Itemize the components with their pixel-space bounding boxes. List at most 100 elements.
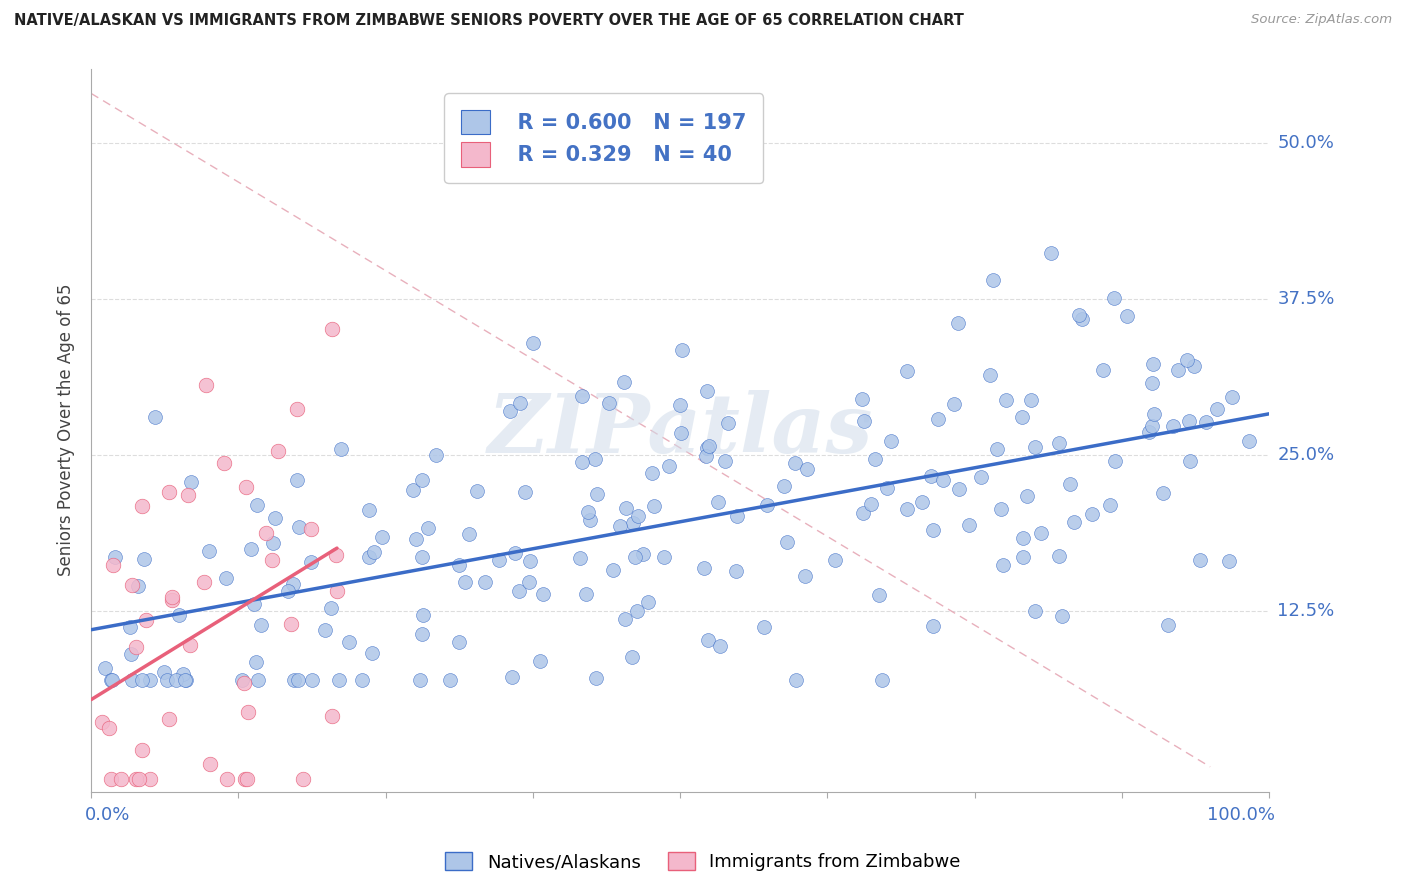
- Point: [922, 524, 945, 538]
- Point: [529, 654, 551, 668]
- Point: [852, 506, 875, 520]
- Point: [314, 624, 336, 638]
- Point: [235, 480, 257, 494]
- Point: [948, 316, 970, 330]
- Point: [162, 590, 184, 604]
- Point: [411, 550, 433, 565]
- Point: [1024, 441, 1046, 455]
- Point: [127, 580, 149, 594]
- Point: [488, 552, 510, 566]
- Point: [299, 556, 322, 570]
- Point: [911, 495, 934, 509]
- Text: 50.0%: 50.0%: [1278, 135, 1334, 153]
- Point: [501, 670, 523, 684]
- Point: [246, 498, 269, 512]
- Point: [319, 601, 342, 615]
- Point: [1167, 363, 1189, 377]
- Point: [1188, 553, 1211, 567]
- Point: [363, 545, 385, 559]
- Point: [623, 550, 645, 565]
- Point: [896, 502, 918, 516]
- Point: [411, 473, 433, 487]
- Point: [262, 536, 284, 550]
- Point: [1091, 363, 1114, 377]
- Point: [515, 485, 537, 500]
- Point: [262, 552, 284, 566]
- Point: [143, 409, 166, 424]
- Point: [100, 772, 122, 787]
- Point: [1063, 516, 1085, 530]
- Point: [97, 722, 120, 736]
- Point: [994, 392, 1017, 407]
- Point: [1047, 549, 1070, 564]
- Point: [131, 499, 153, 513]
- Point: [1161, 419, 1184, 434]
- Point: [449, 635, 471, 649]
- Point: [139, 673, 162, 687]
- Text: 37.5%: 37.5%: [1278, 290, 1334, 309]
- Y-axis label: Seniors Poverty Over the Age of 65: Seniors Poverty Over the Age of 65: [58, 284, 75, 576]
- Point: [287, 673, 309, 687]
- Point: [851, 392, 873, 406]
- Text: Source: ZipAtlas.com: Source: ZipAtlas.com: [1251, 13, 1392, 27]
- Point: [669, 398, 692, 412]
- Point: [1205, 401, 1227, 416]
- Point: [1031, 526, 1053, 541]
- Point: [121, 578, 143, 592]
- Point: [120, 647, 142, 661]
- Point: [285, 474, 308, 488]
- Point: [172, 667, 194, 681]
- Point: [948, 482, 970, 496]
- Point: [927, 411, 949, 425]
- Point: [896, 364, 918, 378]
- Point: [641, 467, 664, 481]
- Legend: Natives/Alaskans, Immigrants from Zimbabwe: Natives/Alaskans, Immigrants from Zimbab…: [439, 845, 967, 879]
- Point: [785, 456, 807, 470]
- Point: [91, 714, 114, 729]
- Point: [922, 618, 945, 632]
- Point: [1116, 309, 1139, 323]
- Legend:   R = 0.600   N = 197,   R = 0.329   N = 40: R = 0.600 N = 197, R = 0.329 N = 40: [444, 94, 762, 183]
- Point: [1039, 245, 1062, 260]
- Point: [250, 617, 273, 632]
- Text: 25.0%: 25.0%: [1278, 446, 1334, 464]
- Point: [121, 673, 143, 687]
- Point: [454, 575, 477, 590]
- Point: [138, 772, 160, 787]
- Point: [859, 497, 882, 511]
- Point: [328, 673, 350, 687]
- Point: [1012, 549, 1035, 564]
- Point: [371, 530, 394, 544]
- Point: [285, 402, 308, 417]
- Point: [194, 378, 217, 392]
- Point: [128, 772, 150, 787]
- Point: [411, 627, 433, 641]
- Point: [301, 673, 323, 687]
- Point: [509, 396, 531, 410]
- Point: [179, 639, 201, 653]
- Point: [1081, 507, 1104, 521]
- Point: [239, 541, 262, 556]
- Point: [405, 533, 427, 547]
- Point: [752, 620, 775, 634]
- Point: [93, 661, 115, 675]
- Point: [508, 583, 530, 598]
- Point: [337, 635, 360, 649]
- Point: [101, 673, 124, 687]
- Point: [439, 673, 461, 687]
- Point: [503, 546, 526, 560]
- Point: [132, 552, 155, 566]
- Point: [693, 561, 716, 575]
- Point: [870, 673, 893, 687]
- Point: [153, 665, 176, 679]
- Point: [876, 481, 898, 495]
- Point: [247, 673, 270, 687]
- Point: [110, 772, 132, 787]
- Point: [245, 655, 267, 669]
- Point: [1104, 453, 1126, 467]
- Point: [727, 508, 749, 523]
- Point: [643, 499, 665, 513]
- Point: [277, 584, 299, 599]
- Point: [231, 673, 253, 687]
- Point: [287, 519, 309, 533]
